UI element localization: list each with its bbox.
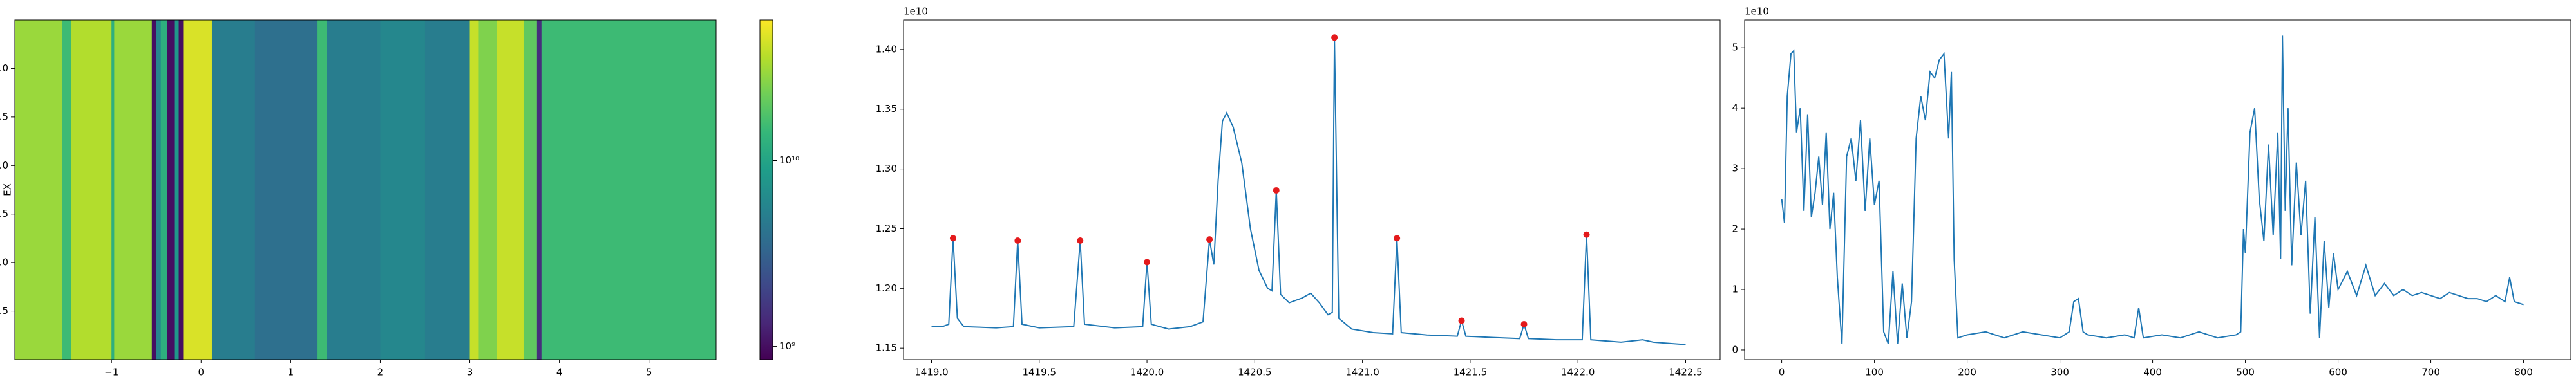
heatmap-cell [160, 20, 167, 360]
y-tick-label: 3 [1732, 163, 1738, 174]
colorbar-tick-label: 10¹⁰ [779, 154, 799, 166]
heatmap-cell [424, 20, 471, 360]
y-tick-label: 1421.5 [0, 111, 8, 122]
x-tick-label: −1 [104, 367, 118, 378]
heatmap-cell [469, 20, 479, 360]
line-series [1781, 35, 2524, 344]
heatmap-cell [254, 20, 318, 360]
peak-marker [1014, 237, 1021, 244]
axes-frame [1744, 19, 2571, 360]
y-tick-label: 1.20 [876, 282, 897, 294]
heatmap-cell [317, 20, 327, 360]
heatmap-cell [183, 20, 213, 360]
x-tick-label: 1420.0 [1130, 367, 1164, 378]
y-tick-label: 1421.0 [0, 160, 8, 171]
heatmap-cell [151, 20, 157, 360]
y-tick-label: 1420.5 [0, 208, 8, 219]
x-tick-label: 1421.5 [1454, 367, 1488, 378]
colorbar [759, 19, 773, 360]
x-tick-label: 600 [2329, 367, 2347, 378]
heatmap-cell [497, 20, 524, 360]
x-tick-label: 800 [2514, 367, 2533, 378]
axes-frame [903, 19, 1721, 360]
x-tick-label: 1419.0 [914, 367, 949, 378]
heatmap-cell [478, 20, 497, 360]
x-tick-label: 1422.0 [1561, 367, 1595, 378]
x-tick-label: 700 [2421, 367, 2440, 378]
heatmap-cell [174, 20, 180, 360]
x-tick-label: 200 [1958, 367, 1976, 378]
peak-marker [1331, 34, 1338, 41]
y-tick-label: 1420.0 [0, 257, 8, 268]
peak-marker [1520, 321, 1528, 328]
y-tick-label: 1419.5 [0, 305, 8, 317]
y-tick-label: 1 [1732, 284, 1738, 295]
y-tick-label: 1422.0 [0, 62, 8, 74]
axes-frame [14, 19, 717, 360]
peak-marker [1583, 231, 1590, 238]
x-tick-label: 1 [288, 367, 294, 378]
peak-marker [1206, 236, 1213, 243]
offset-label: 1e10 [1745, 6, 1769, 17]
x-tick-label: 0 [1779, 367, 1785, 378]
y-tick-label: 5 [1732, 42, 1738, 53]
x-tick-label: 100 [1865, 367, 1884, 378]
heatmap-cell [62, 20, 72, 360]
peak-marker [1394, 235, 1401, 242]
line-series [931, 37, 1686, 345]
heatmap-cell [15, 20, 63, 360]
heatmap-cell [541, 20, 717, 360]
x-tick-label: 1421.0 [1345, 367, 1379, 378]
heatmap-cell [327, 20, 381, 360]
x-tick-label: 3 [467, 367, 473, 378]
peak-marker [1458, 317, 1465, 324]
x-tick-label: 0 [198, 367, 205, 378]
x-tick-label: 1419.5 [1023, 367, 1057, 378]
y-tick-label: 1.35 [876, 103, 897, 115]
x-tick-label: 4 [556, 367, 563, 378]
heatmap-cell [114, 20, 153, 360]
heatmap-cell [380, 20, 426, 360]
x-tick-label: 5 [646, 367, 652, 378]
y-tick-label: 2 [1732, 223, 1738, 235]
peak-marker [1144, 259, 1151, 266]
y-axis-label: EX [2, 183, 14, 196]
peak-marker [949, 235, 956, 242]
y-tick-label: 4 [1732, 102, 1738, 114]
heatmap-cell [167, 20, 175, 360]
y-tick-label: 0 [1732, 344, 1738, 355]
y-tick-label: 1.15 [876, 342, 897, 354]
peak-marker [1077, 237, 1084, 244]
heatmap-cell [111, 20, 115, 360]
heatmap-cell [71, 20, 112, 360]
x-tick-label: 1422.5 [1669, 367, 1703, 378]
x-tick-label: 500 [2236, 367, 2255, 378]
offset-label: 1e10 [904, 6, 928, 17]
x-tick-label: 300 [2050, 367, 2069, 378]
colorbar-tick-label: 10⁹ [779, 340, 795, 352]
x-tick-label: 2 [377, 367, 384, 378]
peak-marker [1273, 187, 1280, 194]
heatmap-cell [178, 20, 184, 360]
heatmap-cell [211, 20, 256, 360]
y-tick-label: 1.25 [876, 223, 897, 234]
heatmap-cell [156, 20, 162, 360]
heatmap-cell [536, 20, 542, 360]
y-tick-label: 1.30 [876, 163, 897, 174]
x-tick-label: 400 [2143, 367, 2162, 378]
y-tick-label: 1.40 [876, 43, 897, 55]
x-tick-label: 1420.5 [1238, 367, 1272, 378]
heatmap-cell [523, 20, 538, 360]
